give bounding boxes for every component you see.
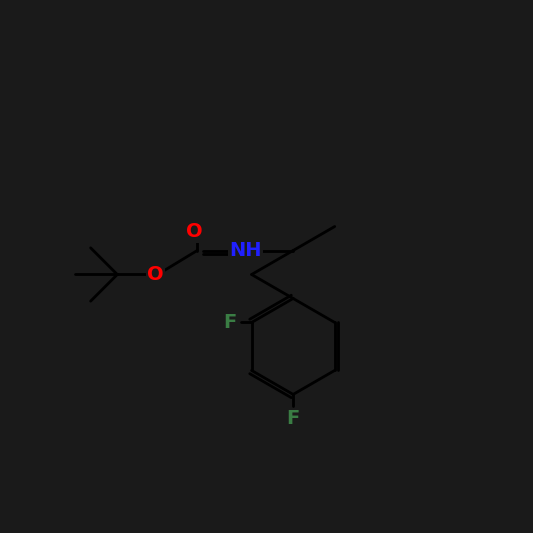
Text: O: O xyxy=(186,222,203,241)
Text: NH: NH xyxy=(229,241,261,260)
Text: F: F xyxy=(224,313,237,332)
Text: O: O xyxy=(147,265,164,284)
Text: F: F xyxy=(287,409,300,428)
